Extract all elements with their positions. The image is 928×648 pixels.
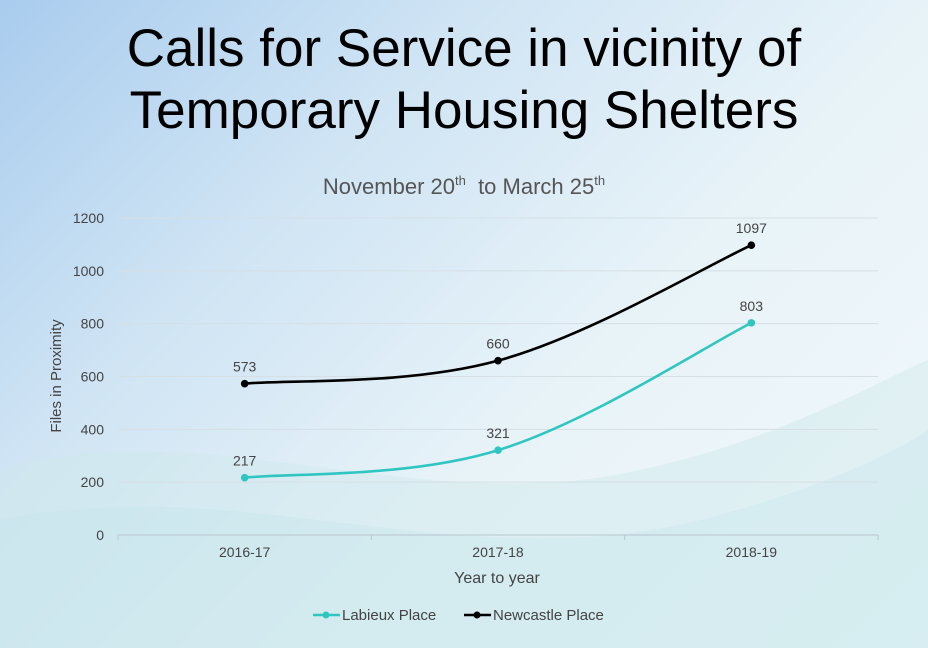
y-tick-label-200: 200 [81,474,105,490]
data-point-newcastle-place-2017-18 [494,356,502,365]
slide-title: Calls for Service in vicinity of Tempora… [0,18,928,142]
y-axis-ticks: 0 200 400 600 800 1000 1200 [73,210,104,543]
title-line-2: Temporary Housing Shelters [129,81,799,140]
data-point-labieux-place-2017-18 [494,446,502,455]
legend-label-newcastle: Newcastle Place [493,607,604,624]
data-point-labieux-place-2018-19 [747,319,756,327]
legend-svg: Labieux Place Newcastle Place [313,607,604,624]
y-axis-label: Files in Proximity [48,319,65,433]
legend-marker-newcastle [473,611,481,619]
background-swoosh [0,360,928,648]
x-axis-label: Year to year [454,570,540,587]
data-label-labieux-place-2018-19: 803 [740,298,764,314]
y-tick-label-600: 600 [81,369,105,385]
data-point-newcastle-place-2018-19 [747,241,756,250]
data-label-newcastle-place-2017-18: 660 [486,336,510,352]
x-tick-label-2017-18: 2017-18 [472,544,524,560]
data-label-labieux-place-2016-17: 217 [233,453,257,469]
x-tick-label-2016-17: 2016-17 [219,544,271,560]
legend-label-labieux: Labieux Place [342,607,436,624]
background-swoosh-2 [0,430,928,648]
y-tick-label-1200: 1200 [73,210,104,226]
data-label-labieux-place-2017-18: 321 [486,425,510,441]
y-tick-label-0: 0 [96,527,104,543]
subtitle-mid: to March 25 [466,174,594,199]
data-label-newcastle-place-2018-19: 1097 [736,220,767,236]
x-axis-ticks: 2016-17 2017-18 2018-19 [219,544,777,560]
y-tick-label-1000: 1000 [73,263,104,279]
chart-legend: Labieux Place Newcastle Place [0,604,928,634]
y-tick-label-800: 800 [81,316,105,332]
chart-subtitle: November 20th to March 25th [323,173,605,199]
title-line-1: Calls for Service in vicinity of [126,19,802,78]
data-point-newcastle-place-2016-17 [240,379,249,388]
subtitle-sup-1: th [455,173,466,188]
y-tick-label-400: 400 [81,421,105,437]
subtitle-sup-2: th [594,173,605,188]
data-label-newcastle-place-2016-17: 573 [233,359,257,375]
series-group: 217 321 803 573 660 1097 [233,220,767,482]
data-point-labieux-place-2016-17 [240,473,249,482]
subtitle-main: November 20 [323,174,455,199]
legend-marker-labieux [322,611,330,619]
x-tick-label-2018-19: 2018-19 [726,544,778,560]
